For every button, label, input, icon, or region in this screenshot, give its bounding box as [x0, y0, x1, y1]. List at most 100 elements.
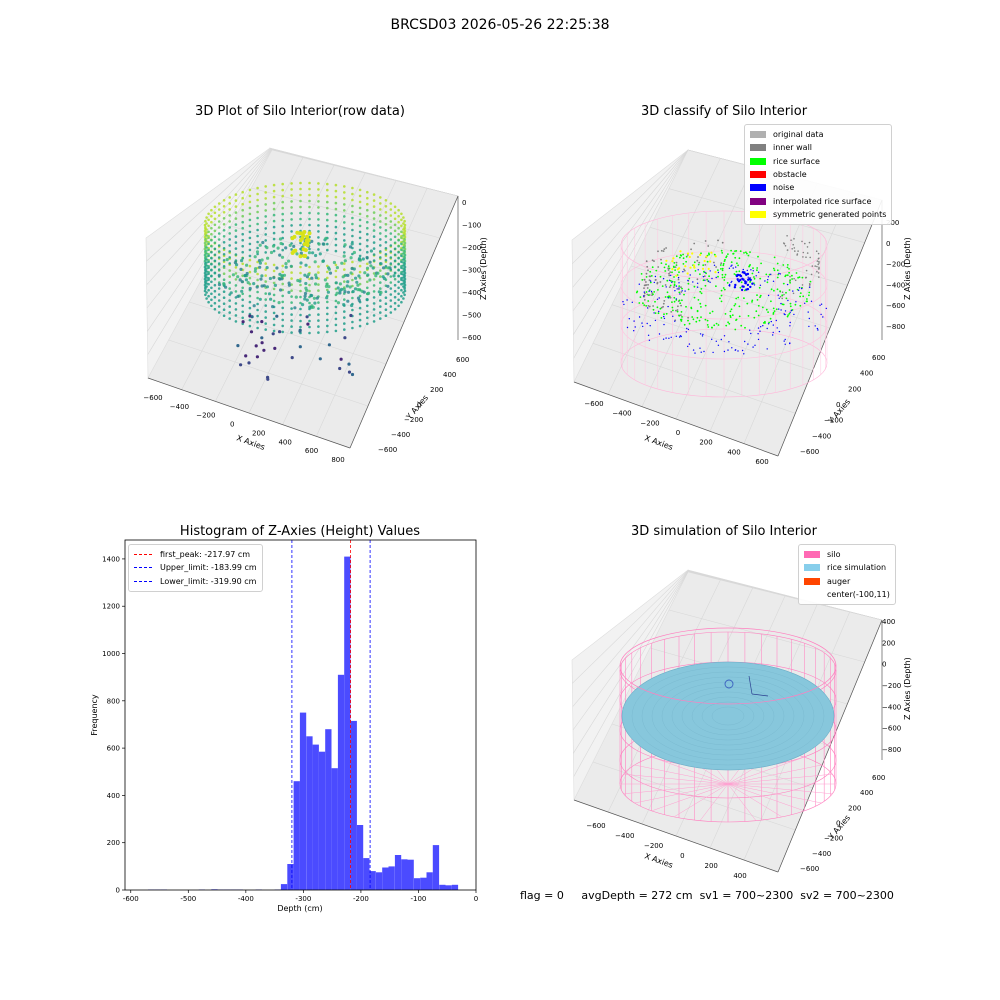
data-point: [241, 220, 244, 224]
data-point: [334, 263, 338, 267]
data-point: [256, 272, 259, 276]
inner-wall-point: [656, 282, 659, 285]
data-point: [308, 187, 311, 191]
data-point: [358, 294, 362, 298]
data-point: [402, 228, 405, 231]
data-point: [264, 227, 268, 230]
data-point: [351, 186, 354, 190]
data-point: [358, 230, 362, 234]
legend-entry: silo: [804, 548, 890, 561]
inner-wall-point: [802, 251, 805, 254]
data-point: [379, 290, 383, 295]
inner-wall-point: [662, 305, 664, 308]
data-point: [264, 274, 268, 277]
data-point: [308, 205, 311, 209]
rice-surface-point: [772, 307, 775, 310]
x-tick-label: 800: [331, 456, 344, 464]
data-point: [248, 258, 252, 262]
data-point: [349, 271, 353, 275]
data-point: [256, 290, 259, 294]
inner-wall-point: [655, 279, 657, 281]
inner-wall-point: [643, 292, 646, 295]
data-point: [260, 274, 264, 278]
data-point: [217, 293, 221, 296]
data-point: [222, 272, 226, 276]
data-point: [234, 247, 238, 250]
data-point: [204, 255, 207, 259]
data-point: [217, 287, 221, 290]
sv1-text: sv1 = 700~2300: [699, 889, 794, 902]
data-point: [272, 281, 276, 285]
data-point: [303, 294, 307, 298]
data-point: [334, 249, 338, 253]
data-point: [341, 275, 345, 279]
data-point: [299, 319, 302, 323]
data-point: [217, 214, 221, 217]
data-point: [245, 263, 249, 267]
data-point: [266, 256, 270, 260]
data-point: [308, 247, 311, 251]
rice-surface-point: [738, 257, 741, 260]
rice-surface-point: [664, 270, 667, 272]
data-point: [264, 322, 268, 325]
inner-wall-point: [645, 272, 648, 275]
data-point: [334, 189, 338, 193]
gridline: [743, 191, 850, 444]
x-tick-label: −400: [170, 403, 189, 411]
legend-entry: auger: [804, 575, 890, 588]
legend-label: noise: [773, 183, 795, 193]
data-point: [231, 273, 235, 277]
data-point: [213, 205, 217, 209]
data-point: [358, 270, 362, 274]
z-tick-label: −200: [462, 244, 481, 252]
data-point: [290, 224, 293, 227]
data-point: [255, 250, 260, 254]
data-point: [355, 280, 359, 284]
data-point: [403, 261, 406, 265]
legend-swatch: [804, 551, 820, 559]
data-point: [374, 274, 378, 278]
data-point: [299, 187, 302, 191]
data-point: [365, 266, 370, 270]
data-point: [256, 222, 259, 226]
data-point: [207, 218, 210, 222]
data-point: [299, 181, 302, 185]
inner-wall-point: [792, 243, 794, 246]
data-point: [308, 223, 311, 227]
data-point: [205, 234, 208, 237]
data-point: [358, 282, 362, 286]
legend-entry: center(-100,11): [804, 588, 890, 601]
data-point: [351, 326, 354, 330]
data-point: [346, 273, 350, 277]
data-point: [210, 256, 213, 260]
data-point: [272, 219, 276, 223]
inner-wall-point: [810, 273, 813, 276]
data-point: [278, 330, 282, 334]
data-point: [299, 271, 302, 275]
data-point: [366, 202, 369, 206]
inner-wall-point: [657, 250, 659, 253]
data-point: [234, 235, 238, 238]
data-point: [272, 213, 276, 217]
data-point: [402, 258, 405, 261]
data-point: [343, 215, 346, 218]
data-point: [400, 278, 403, 282]
data-point: [346, 280, 350, 284]
data-point: [334, 213, 338, 217]
data-point: [210, 262, 213, 266]
inner-wall-point: [796, 254, 798, 256]
data-point: [348, 245, 353, 249]
data-point: [256, 234, 259, 238]
data-point: [343, 233, 346, 236]
data-point: [366, 208, 369, 212]
x-tick-label: −200: [196, 412, 215, 420]
inner-wall-point: [698, 261, 701, 264]
inner-wall-point: [804, 242, 806, 245]
data-point: [311, 305, 315, 309]
inner-wall-point: [667, 267, 670, 270]
rice-surface-point: [713, 253, 716, 256]
data-point: [347, 362, 351, 366]
inner-wall-point: [818, 262, 820, 264]
data-point: [317, 289, 320, 292]
inner-wall-point: [779, 295, 782, 298]
